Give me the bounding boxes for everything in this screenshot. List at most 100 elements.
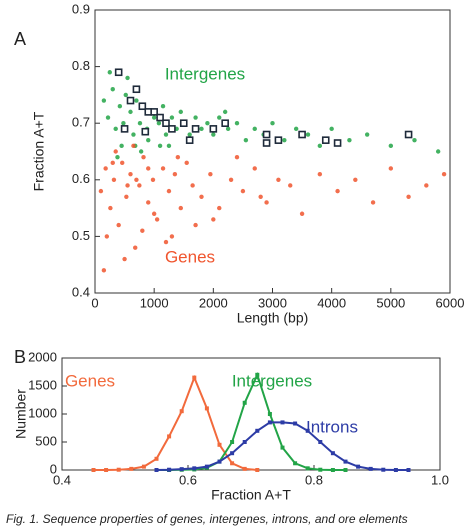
scatter-point [128,109,133,115]
y-tick-label: 500 [35,433,57,448]
scatter-point [217,115,222,120]
scatter-point [131,132,136,137]
caption: Fig. 1. Sequence properties of genes, in… [6,512,408,526]
series-point [255,468,260,472]
scatter-point [211,132,216,137]
series-point [393,468,398,472]
scatter-point [234,154,240,160]
scatter-point [134,98,139,103]
series-point [305,428,310,433]
scatter-point [347,137,352,143]
x-tick-label: 1000 [140,295,169,310]
scatter-point [146,166,151,171]
y-tick-label: 2000 [28,349,57,364]
y-tick-label: 0.5 [72,228,90,243]
series-point [356,464,361,469]
scatter-point [406,194,411,199]
scatter-point [151,115,157,120]
x-axis-label: Fraction A+T [211,487,291,503]
series-point [141,464,146,469]
scatter-point [276,177,281,182]
scatter-point [329,126,334,132]
scatter-point [193,115,198,120]
series-point [230,461,235,466]
scatter-point [117,104,123,109]
scatter-point [193,222,198,228]
scatter-point [98,188,104,194]
scatter-point [234,121,240,126]
series-point [91,468,96,472]
series-point [167,434,172,439]
y-tick-label: 0.8 [72,58,90,73]
highlight-point [144,108,153,116]
scatter-point [138,149,144,154]
scatter-point [258,194,263,199]
scatter-point [124,194,129,199]
x-tick-label: 0.4 [53,472,71,487]
scatter-point [190,183,195,188]
x-tick-label: 0.6 [179,472,197,487]
series-point [267,420,272,425]
series-annotation: Genes [165,247,215,266]
scatter-point [116,222,121,228]
scatter-point [125,75,130,81]
scatter-point [270,121,275,126]
scatter-point [299,211,305,216]
scatter-point [172,171,178,177]
scatter-point [317,143,323,149]
x-axis-label: Length (bp) [237,310,309,326]
scatter-point [108,205,113,211]
scatter-point [104,234,110,239]
scatter-point [335,188,340,194]
scatter-point [293,126,299,132]
highlight-point [141,127,150,136]
scatter-point [252,166,257,171]
series-point [406,468,411,472]
series-point [129,466,134,471]
series-point [154,456,159,461]
highlight-point [274,136,283,144]
highlight-point [262,130,271,139]
scatter-point [134,177,139,182]
scatter-point [178,205,183,211]
scatter-point [137,121,143,126]
highlight-point [168,125,176,133]
scatter-point [120,160,125,166]
series-line [93,374,258,471]
highlight-point [150,108,158,116]
series-point [293,421,298,426]
series-point [318,467,323,472]
series-annotation: Intergenes [165,64,245,83]
scatter-point [101,98,107,103]
x-tick-label: 4000 [317,295,346,310]
x-tick-label: 0.8 [305,472,323,487]
scatter-point [160,104,166,109]
scatter-point [151,211,157,216]
series-point [242,440,247,444]
scatter-point [288,183,293,188]
scatter-point [169,234,175,239]
y-tick-label: 0.4 [72,284,90,299]
scatter-point [412,137,417,143]
scatter-point [252,126,257,132]
scatter-point [128,171,133,177]
scatter-point [305,132,311,137]
series-point [368,466,373,471]
x-tick-label: 5000 [376,295,405,310]
y-axis-label: Number [13,389,29,439]
highlight-point [126,96,135,105]
scatter-point [101,268,107,273]
scatter-point [113,149,118,154]
y-tick-label: 0.6 [72,171,90,186]
scatter-point [140,228,145,233]
scatter-point [211,217,216,222]
scatter-point [122,256,127,262]
scatter-point [166,143,172,149]
series-point [330,451,335,456]
highlight-point [404,130,413,139]
scatter-point [208,171,213,177]
x-tick-label: 3000 [258,295,287,310]
series-point [116,467,121,472]
scatter-point [146,137,151,143]
